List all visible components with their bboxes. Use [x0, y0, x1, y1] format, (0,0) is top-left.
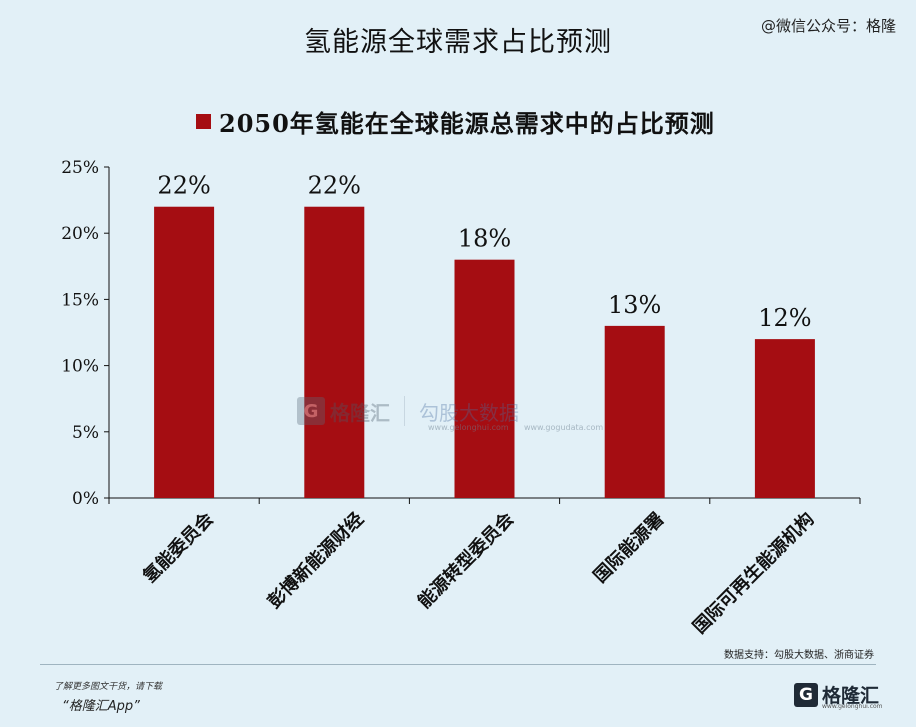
data-label: 13% [608, 291, 661, 319]
data-label: 22% [308, 172, 361, 200]
watermark-partner-url: www.gogudata.com [523, 423, 604, 432]
x-category-label: 国际可再生能源机构 [688, 508, 818, 638]
footer-logo-icon: G [794, 682, 818, 707]
x-category-label: 彭博新能源财经 [263, 508, 368, 613]
watermark-brand-url: www.gelonghui.com [428, 423, 509, 432]
legend-swatch [196, 114, 211, 129]
bar [604, 325, 665, 498]
footer-logo: G 格隆汇 [794, 681, 879, 708]
data-label: 22% [157, 172, 210, 200]
footer-logo-url: www.gelonghui.com [822, 703, 883, 710]
data-label: 12% [758, 304, 811, 332]
y-tick-label: 10% [61, 357, 99, 377]
bar [154, 206, 215, 498]
watermark-url: www.gelonghui.com www.gogudata.com [428, 423, 603, 432]
watermark: G 格隆汇 勾股大数据 [297, 396, 519, 426]
data-label: 18% [458, 225, 511, 253]
watermark-logo-icon: G [297, 397, 325, 425]
watermark-partner: 勾股大数据 [419, 400, 519, 425]
footer-divider [40, 664, 876, 665]
footer-logo-text: 格隆汇 [822, 685, 880, 707]
bar [754, 339, 815, 498]
page-title: 氢能源全球需求占比预测 [304, 27, 612, 58]
y-tick-label: 0% [72, 489, 99, 509]
legend-label: 2050年氢能在全球能源总需求中的占比预测 [219, 109, 715, 138]
y-tick-label: 15% [61, 290, 99, 310]
watermark-brand: 格隆汇 [330, 400, 390, 425]
chart-legend: 2050年氢能在全球能源总需求中的占比预测 [196, 104, 715, 139]
source-tag: @微信公众号：格隆 [760, 17, 896, 35]
bar [304, 206, 365, 498]
data-credit: 数据支持：勾股大数据、浙商证券 [724, 650, 874, 661]
footer-download-hint: 了解更多图文干货，请下载 [54, 682, 163, 692]
x-category-label: 国际能源署 [589, 508, 668, 587]
y-tick-label: 5% [72, 423, 99, 443]
bar [454, 259, 515, 498]
footer-app-name: “格隆汇App” [62, 699, 140, 714]
x-category-label: 能源转型委员会 [413, 508, 518, 613]
y-tick-label: 25% [61, 158, 99, 178]
x-category-label: 氢能委员会 [138, 508, 217, 587]
watermark-divider [404, 396, 405, 426]
y-tick-label: 20% [61, 224, 99, 244]
